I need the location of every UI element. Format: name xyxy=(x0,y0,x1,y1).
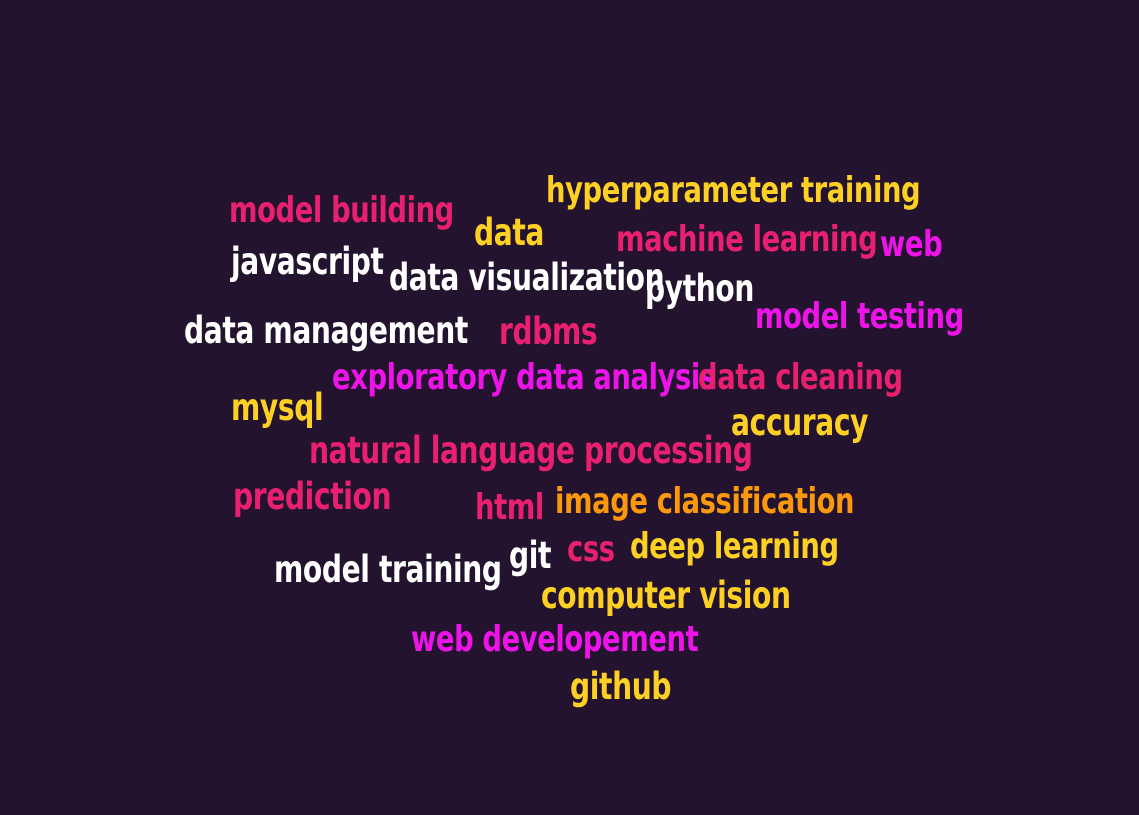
word-git: git xyxy=(509,534,552,577)
word-mysql: mysql xyxy=(231,386,324,429)
word-deep-learning: deep learning xyxy=(630,526,839,567)
word-model-building: model building xyxy=(229,190,454,231)
word-model-testing: model testing xyxy=(755,296,964,337)
word-natural-language-processing: natural language processing xyxy=(309,429,753,472)
word-rdbms: rdbms xyxy=(499,310,598,353)
word-python: python xyxy=(645,267,754,310)
word-hyperparameter-training: hyperparameter training xyxy=(546,170,921,211)
word-exploratory-data-analysis: exploratory data analysis xyxy=(332,357,716,398)
word-machine-learning: machine learning xyxy=(616,219,878,260)
word-computer-vision: computer vision xyxy=(541,574,791,617)
word-data-visualization: data visualization xyxy=(389,256,665,299)
word-data-management: data management xyxy=(184,309,468,352)
word-data-cleaning: data cleaning xyxy=(698,357,903,398)
word-data: data xyxy=(474,211,545,254)
word-github: github xyxy=(570,665,672,708)
word-html: html xyxy=(475,487,544,528)
word-javascript: javascript xyxy=(231,240,384,283)
word-model-training: model training xyxy=(274,548,502,591)
word-web: web xyxy=(880,224,943,265)
word-css: css xyxy=(567,529,615,570)
word-web-developement: web developement xyxy=(411,619,699,660)
word-accuracy: accuracy xyxy=(731,401,869,444)
word-image-classification: image classification xyxy=(555,481,855,522)
word-prediction: prediction xyxy=(233,475,392,518)
